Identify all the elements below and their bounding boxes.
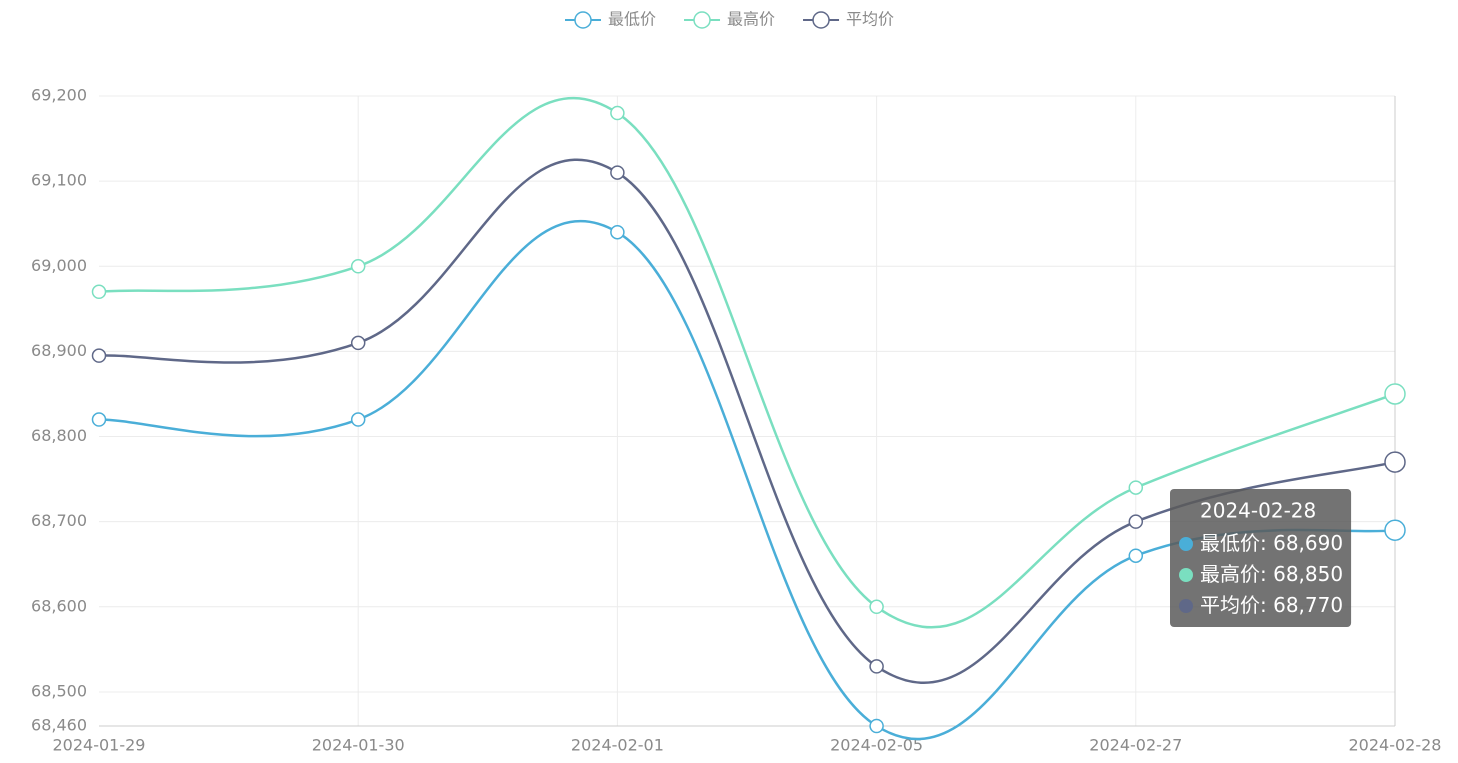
legend-label[interactable]: 最低价: [608, 10, 656, 29]
tooltip: 2024-02-28 最低价: 68,690 最高价: 68,850 平均价: 68,…: [1170, 489, 1352, 627]
data-point[interactable]: [1384, 519, 1406, 541]
tooltip-text: :: [1260, 531, 1273, 555]
x-tick-label: 2024-02-27: [1089, 736, 1182, 755]
data-point[interactable]: [350, 335, 366, 351]
legend: 最低价 最高价 平均价: [565, 10, 894, 29]
tooltip-text: 最低价: [1200, 531, 1260, 555]
tooltip-box: [1170, 489, 1352, 627]
data-point[interactable]: [869, 718, 884, 734]
legend-marker[interactable]: [574, 11, 592, 29]
legend-label[interactable]: 最高价: [727, 10, 775, 29]
legend-label[interactable]: 平均价: [846, 10, 894, 29]
tooltip-text: :: [1260, 562, 1273, 586]
tooltip-title: 2024-02-28: [1200, 499, 1316, 523]
data-point[interactable]: [610, 165, 625, 180]
data-point[interactable]: [610, 224, 625, 240]
legend-marker[interactable]: [693, 11, 711, 29]
data-point[interactable]: [869, 599, 884, 615]
y-tick-label: 68,700: [31, 511, 87, 530]
tooltip-text: 68,690: [1273, 531, 1343, 555]
data-point[interactable]: [1384, 451, 1406, 473]
x-tick-label: 2024-02-28: [1349, 736, 1442, 755]
x-tick-label: 2024-01-29: [53, 736, 146, 755]
tooltip-dot: [1179, 537, 1193, 551]
y-tick-label: 68,900: [31, 341, 87, 360]
x-tick-label: 2024-02-05: [830, 736, 923, 755]
y-tick-label: 68,460: [31, 716, 87, 735]
tooltip-text: 最高价: [1200, 562, 1260, 586]
y-tick-label: 68,500: [31, 681, 87, 700]
data-point[interactable]: [91, 348, 107, 363]
y-tick-label: 68,600: [31, 596, 87, 615]
data-point[interactable]: [1128, 514, 1144, 529]
data-point[interactable]: [1128, 480, 1144, 495]
legend-marker[interactable]: [812, 11, 830, 29]
tooltip-text: 68,850: [1273, 562, 1343, 586]
y-tick-label: 69,200: [31, 86, 87, 105]
data-point[interactable]: [1384, 383, 1406, 405]
series-line: [98, 219, 1396, 741]
data-point[interactable]: [1128, 548, 1144, 563]
tooltip-item: 最高价: 68,850: [1200, 562, 1343, 586]
y-tick-label: 69,000: [31, 256, 87, 275]
tooltip-text: 68,770: [1273, 593, 1343, 617]
x-tick-label: 2024-01-30: [312, 736, 405, 755]
tooltip-text: :: [1260, 593, 1273, 617]
data-point[interactable]: [91, 284, 107, 300]
data-point[interactable]: [350, 412, 366, 427]
data-point[interactable]: [91, 412, 107, 427]
tooltip-item: 最低价: 68,690: [1200, 531, 1343, 555]
y-tick-label: 69,100: [31, 171, 87, 190]
tooltip-dot: [1179, 568, 1193, 582]
data-point[interactable]: [869, 659, 884, 674]
tooltip-dot: [1179, 599, 1193, 613]
tooltip-text: 平均价: [1200, 593, 1260, 617]
data-point[interactable]: [610, 105, 625, 121]
y-tick-label: 68,800: [31, 426, 87, 445]
data-point[interactable]: [350, 259, 366, 274]
tooltip-item: 平均价: 68,770: [1200, 593, 1343, 617]
x-tick-label: 2024-02-01: [571, 736, 664, 755]
